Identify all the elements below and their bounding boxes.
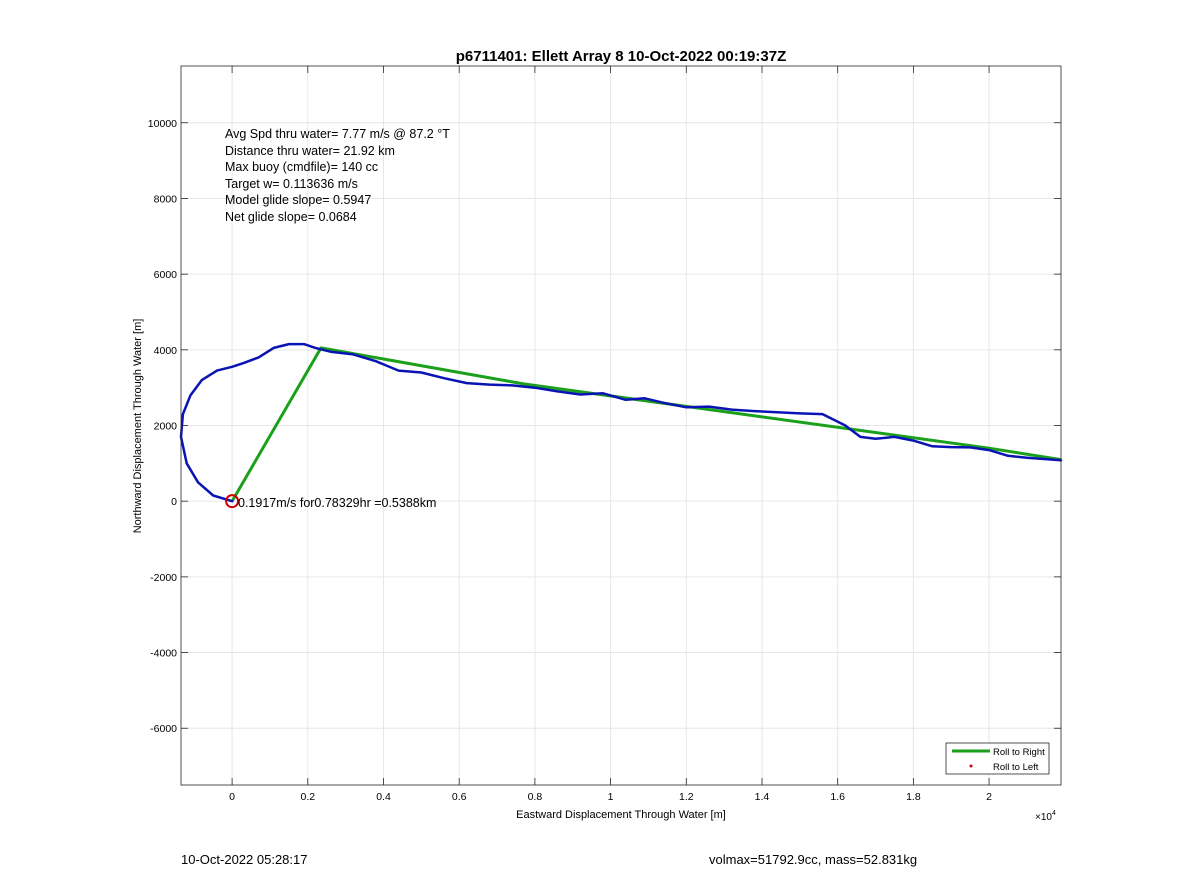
annotation-max-buoy: Max buoy (cmdfile)= 140 cc [225,160,378,174]
y-tick-label: 6000 [154,269,178,281]
figure-timestamp: 10-Oct-2022 05:28:17 [181,852,308,867]
annotation-distance: Distance thru water= 21.92 km [225,144,395,158]
annotation-model-glide: Model glide slope= 0.5947 [225,193,371,207]
y-tick-label: -6000 [150,723,177,735]
grid-lines [181,66,1061,785]
x-tick-label: 1.8 [906,791,921,803]
glider-track-line [179,342,1063,503]
annotation-net-glide: Net glide slope= 0.0684 [225,210,357,224]
y-tick-label: 8000 [154,193,178,205]
roll-to-right-line [230,346,1062,502]
series-layer [179,342,1063,509]
y-axis-label: Northward Displacement Through Water [m] [132,319,144,534]
axis-ticks: 0 0.2 0.4 0.6 0.8 1 1.2 1.4 1.6 1.8 2 -6000 -4000 -20… [148,66,1061,803]
x-tick-label: 2 [986,791,992,803]
x-tick-label: 0 [229,791,235,803]
x-tick-label: 1.6 [830,791,845,803]
x-tick-label: 0.4 [376,791,391,803]
y-tick-label: -2000 [150,572,177,584]
y-tick-label: 2000 [154,421,178,433]
figure-vol-mass: volmax=51792.9cc, mass=52.831kg [709,852,918,867]
x-tick-label: 1.4 [755,791,770,803]
annotation-target-w: Target w= 0.113636 m/s [225,177,358,191]
x-tick-label: 0.6 [452,791,467,803]
legend: Roll to Right Roll to Left [945,742,1050,775]
chart-title: p6711401: Ellett Array 8 10-Oct-2022 00:… [456,48,786,65]
y-tick-label: -4000 [150,648,177,660]
legend-box [945,742,1050,775]
y-tick-label: 10000 [148,118,177,130]
y-tick-label: 4000 [154,345,178,357]
legend-roll-left-swatch [969,764,973,768]
x-tick-label: 1.2 [679,791,694,803]
origin-speed-label: 0.1917m/s for0.78329hr =0.5388km [238,496,436,510]
legend-roll-left-label: Roll to Left [993,762,1039,773]
x-tick-label: 1 [608,791,614,803]
stats-annotation: Avg Spd thru water= 7.77 m/s @ 87.2 °T D… [225,127,450,224]
x-tick-label: 0.8 [528,791,543,803]
x-exponent-base: ×10 [1035,812,1052,823]
x-tick-label: 0.2 [300,791,315,803]
annotation-avg-speed: Avg Spd thru water= 7.77 m/s @ 87.2 °T [225,127,450,141]
legend-roll-right-label: Roll to Right [993,747,1045,758]
x-exponent-power: 4 [1052,810,1056,817]
x-axis-label: Eastward Displacement Through Water [m] [516,809,726,821]
y-tick-label: 0 [171,496,177,508]
x-exponent-label: ×104 [1035,810,1056,823]
start-marker [225,494,240,509]
